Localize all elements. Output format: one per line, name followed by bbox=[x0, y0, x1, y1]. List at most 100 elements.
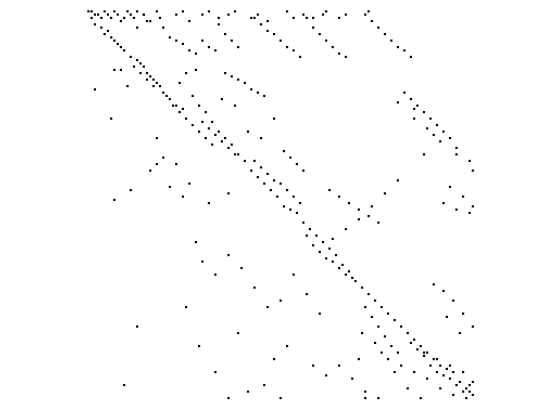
data-point bbox=[292, 16, 295, 19]
data-point bbox=[211, 143, 214, 146]
data-point bbox=[302, 169, 305, 172]
data-point bbox=[237, 78, 240, 81]
data-point bbox=[227, 192, 230, 195]
data-point bbox=[119, 68, 122, 71]
data-point bbox=[113, 10, 116, 13]
data-point bbox=[406, 332, 409, 335]
data-point bbox=[442, 202, 445, 205]
data-point bbox=[471, 380, 474, 383]
data-point bbox=[383, 33, 386, 36]
data-point bbox=[185, 72, 188, 75]
data-point bbox=[246, 390, 250, 393]
data-point bbox=[266, 306, 269, 309]
data-point bbox=[149, 169, 152, 172]
data-point bbox=[149, 20, 152, 23]
data-point bbox=[396, 351, 399, 354]
data-point bbox=[312, 364, 315, 367]
data-point bbox=[426, 351, 429, 354]
data-point bbox=[181, 107, 184, 110]
data-point bbox=[465, 387, 468, 390]
data-point bbox=[448, 137, 452, 140]
data-point bbox=[230, 143, 233, 146]
data-point bbox=[377, 26, 380, 29]
data-point bbox=[439, 140, 442, 143]
data-point bbox=[207, 202, 210, 205]
data-point bbox=[445, 367, 448, 370]
data-point bbox=[305, 293, 308, 296]
data-point bbox=[364, 306, 367, 309]
data-point bbox=[377, 397, 380, 400]
data-point bbox=[308, 228, 311, 231]
data-point bbox=[432, 283, 435, 286]
data-point bbox=[429, 364, 432, 367]
data-point bbox=[217, 23, 220, 26]
data-point bbox=[289, 208, 292, 211]
data-point bbox=[367, 215, 370, 218]
data-point bbox=[230, 39, 233, 42]
data-point bbox=[387, 358, 390, 361]
data-point bbox=[129, 13, 132, 16]
data-point bbox=[198, 104, 201, 107]
data-point bbox=[207, 46, 210, 49]
data-point bbox=[253, 286, 256, 289]
data-point bbox=[351, 377, 354, 380]
data-point bbox=[168, 98, 171, 101]
data-point bbox=[364, 390, 367, 393]
data-point bbox=[432, 133, 435, 136]
data-point bbox=[289, 156, 292, 159]
data-point bbox=[367, 293, 370, 296]
data-point bbox=[266, 172, 269, 175]
data-point bbox=[338, 364, 341, 367]
data-point bbox=[139, 72, 142, 75]
data-point bbox=[266, 20, 269, 23]
data-point bbox=[211, 120, 214, 123]
data-point bbox=[344, 228, 347, 231]
data-point bbox=[361, 332, 364, 335]
data-point bbox=[237, 153, 240, 156]
data-point bbox=[172, 104, 175, 107]
data-point bbox=[341, 263, 344, 266]
data-point bbox=[422, 351, 426, 354]
data-point bbox=[175, 104, 178, 107]
data-point bbox=[162, 91, 165, 94]
data-point bbox=[110, 16, 113, 19]
data-point bbox=[445, 315, 448, 318]
data-point bbox=[422, 354, 426, 357]
data-point bbox=[354, 280, 357, 283]
data-point bbox=[214, 273, 217, 276]
data-point bbox=[273, 179, 276, 182]
data-point bbox=[123, 16, 126, 19]
data-point bbox=[338, 195, 341, 198]
data-point bbox=[390, 39, 393, 42]
data-point bbox=[400, 364, 403, 367]
data-point bbox=[279, 182, 282, 185]
data-point bbox=[253, 16, 256, 19]
data-point bbox=[256, 176, 259, 179]
data-point bbox=[413, 107, 416, 110]
data-point bbox=[377, 221, 380, 224]
data-point bbox=[276, 195, 279, 198]
data-point bbox=[273, 358, 276, 361]
data-point bbox=[129, 55, 132, 58]
data-point bbox=[338, 16, 341, 19]
data-point bbox=[312, 16, 315, 19]
data-point bbox=[155, 163, 158, 166]
data-point bbox=[435, 371, 439, 374]
data-point bbox=[136, 26, 139, 29]
data-point bbox=[162, 26, 165, 29]
data-point bbox=[462, 371, 465, 374]
data-point bbox=[426, 127, 429, 130]
data-point bbox=[90, 10, 93, 13]
data-point bbox=[302, 221, 305, 224]
data-point bbox=[162, 156, 165, 159]
data-point bbox=[286, 46, 289, 49]
data-point bbox=[142, 13, 145, 16]
data-point bbox=[201, 13, 204, 16]
data-point bbox=[260, 137, 263, 140]
data-point bbox=[129, 189, 132, 192]
data-point bbox=[136, 59, 139, 62]
data-point bbox=[273, 117, 276, 120]
data-point bbox=[471, 169, 474, 172]
data-point bbox=[282, 205, 285, 208]
